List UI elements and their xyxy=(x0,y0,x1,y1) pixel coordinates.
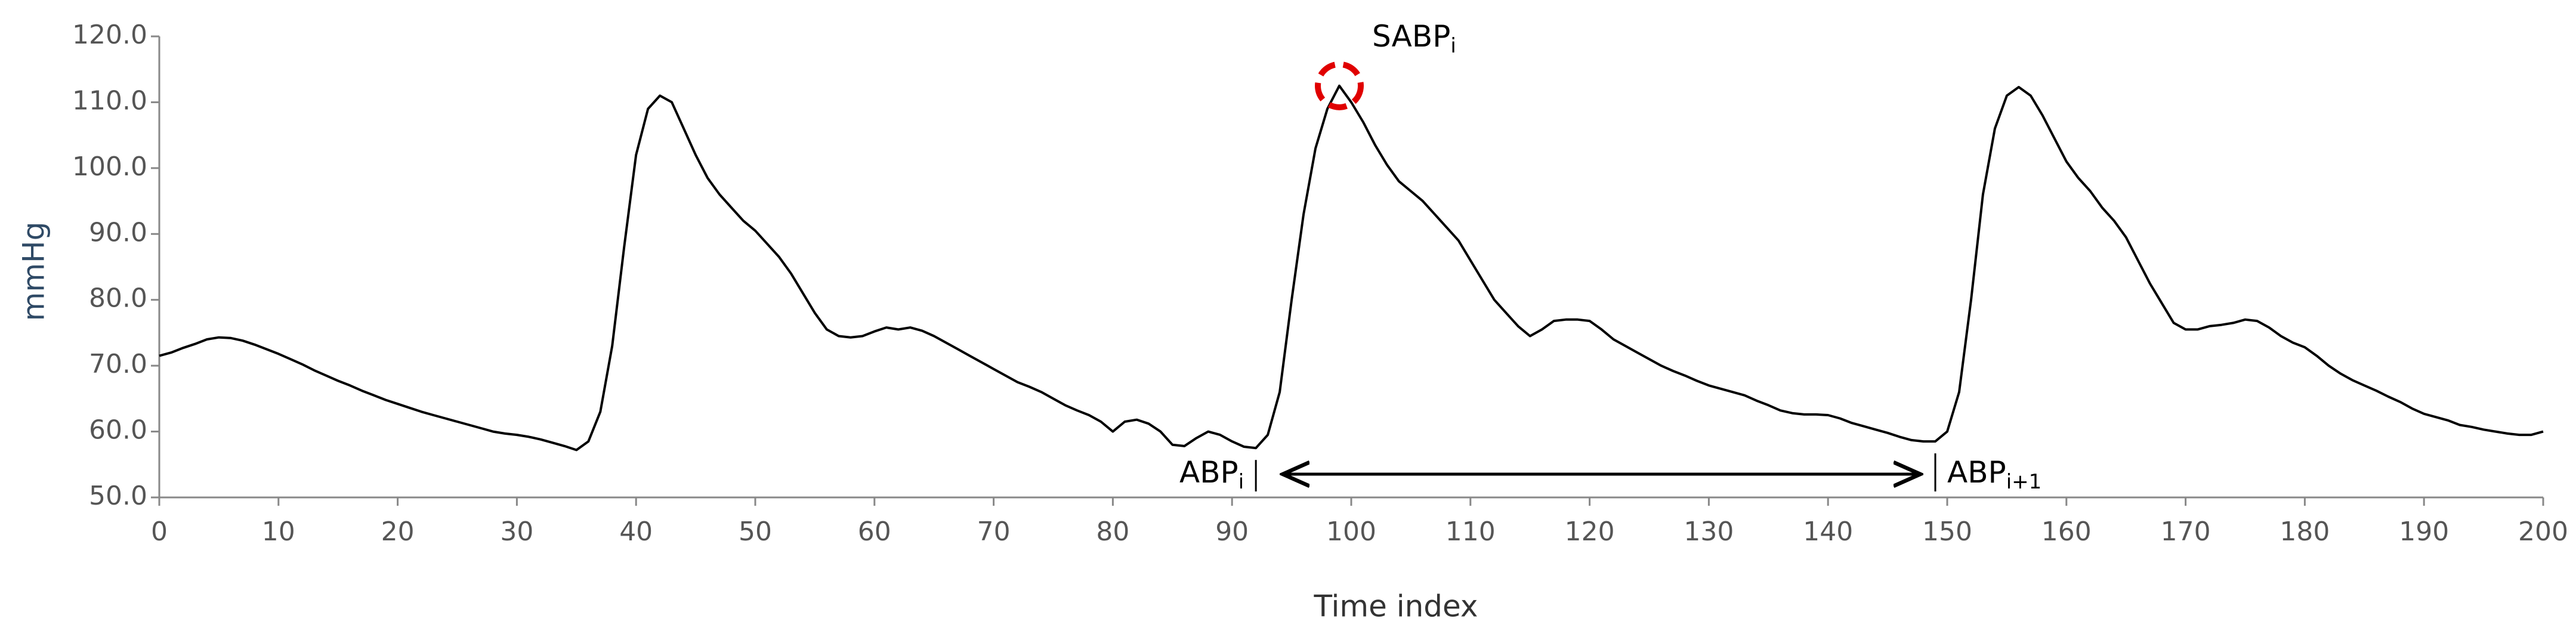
annotation: ABPi+1 xyxy=(1947,455,2041,494)
y-tick-label: 120.0 xyxy=(72,20,147,50)
y-tick-label: 80.0 xyxy=(89,283,147,314)
annotation: SABPi xyxy=(1372,18,1456,57)
y-tick-label: 110.0 xyxy=(72,85,147,116)
y-tick-label: 50.0 xyxy=(89,481,147,511)
annotation-text: ABP xyxy=(1179,455,1238,490)
annotation-text: ABP xyxy=(1947,455,2006,490)
x-tick-label: 110 xyxy=(1445,517,1496,547)
x-tick-label: 80 xyxy=(1096,517,1129,547)
annotation: ABPi xyxy=(1179,455,1244,494)
peak-marker xyxy=(1315,61,1364,110)
annotation-subscript: i+1 xyxy=(2006,470,2042,494)
annotation-subscript: i xyxy=(1450,33,1456,57)
x-tick-label: 0 xyxy=(151,517,168,547)
y-tick-label: 60.0 xyxy=(89,415,147,446)
annotation-text: SABP xyxy=(1372,18,1450,53)
x-tick-label: 170 xyxy=(2161,517,2211,547)
x-tick-label: 20 xyxy=(381,517,415,547)
x-tick-label: 10 xyxy=(262,517,295,547)
x-tick-label: 140 xyxy=(1803,517,1853,547)
x-tick-label: 180 xyxy=(2280,517,2330,547)
x-tick-label: 60 xyxy=(858,517,891,547)
x-axis-label: Time index xyxy=(1313,589,1478,624)
annotation-subscript: i xyxy=(1238,470,1244,494)
x-tick-label: 50 xyxy=(739,517,772,547)
x-tick-label: 190 xyxy=(2399,517,2449,547)
x-tick-label: 70 xyxy=(977,517,1011,547)
x-tick-label: 90 xyxy=(1215,517,1249,547)
x-tick-label: 160 xyxy=(2041,517,2092,547)
x-tick-label: 130 xyxy=(1684,517,1734,547)
y-tick-label: 100.0 xyxy=(72,151,147,182)
data-line xyxy=(159,84,2544,451)
y-axis-label: mmHg xyxy=(17,222,51,321)
x-tick-label: 120 xyxy=(1565,517,1615,547)
x-tick-label: 40 xyxy=(619,517,653,547)
x-tick-label: 200 xyxy=(2518,517,2568,547)
y-tick-label: 70.0 xyxy=(89,349,147,379)
y-tick-label: 90.0 xyxy=(89,217,147,248)
x-tick-label: 150 xyxy=(1922,517,1972,547)
x-tick-label: 30 xyxy=(500,517,533,547)
x-tick-label: 100 xyxy=(1326,517,1376,547)
